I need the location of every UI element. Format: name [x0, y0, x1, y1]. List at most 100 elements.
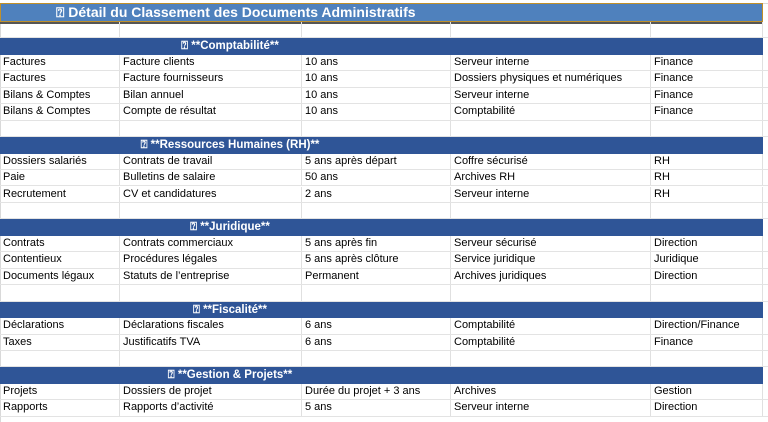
empty-cell[interactable]: [120, 202, 302, 219]
empty-row[interactable]: [0, 351, 768, 368]
storage-cell[interactable]: Serveur interne: [451, 87, 651, 104]
owner-cell[interactable]: Gestion: [651, 383, 763, 400]
empty-cell[interactable]: [651, 22, 763, 38]
empty-cell[interactable]: [120, 22, 302, 38]
empty-cell[interactable]: [302, 285, 451, 301]
document-type-cell[interactable]: Déclarations fiscales: [120, 318, 302, 334]
owner-cell[interactable]: Finance: [651, 104, 763, 120]
empty-cell[interactable]: [451, 120, 651, 137]
owner-cell[interactable]: Finance: [651, 71, 763, 87]
retention-cell[interactable]: 5 ans après fin: [302, 235, 451, 252]
empty-cell[interactable]: [451, 202, 651, 219]
empty-cell[interactable]: [120, 285, 302, 301]
document-type-cell[interactable]: Contrats commerciaux: [120, 235, 302, 252]
document-type-cell[interactable]: Contrats de travail: [120, 153, 302, 170]
empty-cell[interactable]: [651, 202, 763, 219]
document-type-cell[interactable]: Bulletins de salaire: [120, 170, 302, 186]
owner-cell[interactable]: RH: [651, 153, 763, 170]
retention-cell[interactable]: 5 ans: [302, 400, 451, 416]
owner-cell[interactable]: RH: [651, 170, 763, 186]
empty-cell[interactable]: [302, 120, 451, 137]
category-cell[interactable]: Déclarations: [0, 318, 120, 334]
owner-cell[interactable]: Finance: [651, 334, 763, 350]
document-type-cell[interactable]: Facture clients: [120, 54, 302, 71]
retention-cell[interactable]: 5 ans après clôture: [302, 252, 451, 268]
document-type-cell[interactable]: Procédures légales: [120, 252, 302, 268]
owner-cell[interactable]: Direction: [651, 400, 763, 416]
owner-cell[interactable]: Juridique: [651, 252, 763, 268]
document-type-cell[interactable]: Bilan annuel: [120, 87, 302, 104]
category-cell[interactable]: Documents légaux: [0, 268, 120, 285]
owner-cell[interactable]: Finance: [651, 87, 763, 104]
storage-cell[interactable]: Archives juridiques: [451, 268, 651, 285]
document-type-cell[interactable]: Dossiers de projet: [120, 383, 302, 400]
storage-cell[interactable]: Serveur sécurisé: [451, 235, 651, 252]
storage-cell[interactable]: Service juridique: [451, 252, 651, 268]
document-type-cell[interactable]: Compte de résultat: [120, 104, 302, 120]
category-cell[interactable]: Factures: [0, 71, 120, 87]
category-cell[interactable]: Dossiers salariés: [0, 153, 120, 170]
owner-cell[interactable]: Direction: [651, 235, 763, 252]
empty-cell[interactable]: [451, 285, 651, 301]
empty-cell[interactable]: [451, 351, 651, 367]
empty-cell[interactable]: [120, 351, 302, 367]
storage-cell[interactable]: Archives RH: [451, 170, 651, 186]
empty-cell[interactable]: [302, 22, 451, 38]
section-header[interactable]: ⍰ **Fiscalité**: [0, 301, 763, 319]
retention-cell[interactable]: 6 ans: [302, 318, 451, 334]
section-header[interactable]: ⍰ **Ressources Humaines (RH)**: [0, 137, 763, 154]
owner-cell[interactable]: RH: [651, 186, 763, 202]
section-header[interactable]: ⍰ **Gestion & Projets**: [0, 367, 763, 384]
owner-cell[interactable]: Direction: [651, 268, 763, 285]
document-type-cell[interactable]: Facture fournisseurs: [120, 71, 302, 87]
retention-cell[interactable]: 10 ans: [302, 71, 451, 87]
document-type-cell[interactable]: CV et candidatures: [120, 186, 302, 202]
retention-cell[interactable]: 2 ans: [302, 186, 451, 202]
owner-cell[interactable]: Direction/Finance: [651, 318, 763, 334]
category-cell[interactable]: Taxes: [0, 334, 120, 350]
empty-cell[interactable]: [0, 351, 120, 367]
retention-cell[interactable]: 10 ans: [302, 104, 451, 120]
empty-row[interactable]: [0, 285, 768, 302]
category-cell[interactable]: Bilans & Comptes: [0, 87, 120, 104]
empty-cell[interactable]: [651, 285, 763, 301]
storage-cell[interactable]: Comptabilité: [451, 318, 651, 334]
retention-cell[interactable]: Durée du projet + 3 ans: [302, 383, 451, 400]
retention-cell[interactable]: 10 ans: [302, 54, 451, 71]
empty-row[interactable]: [0, 22, 768, 39]
empty-cell[interactable]: [120, 120, 302, 137]
section-header[interactable]: ⍰ **Juridique**: [0, 219, 763, 236]
empty-cell[interactable]: [651, 351, 763, 367]
empty-row[interactable]: [0, 202, 768, 220]
storage-cell[interactable]: Serveur interne: [451, 400, 651, 416]
storage-cell[interactable]: Serveur interne: [451, 186, 651, 202]
document-type-cell[interactable]: Justificatifs TVA: [120, 334, 302, 350]
empty-cell[interactable]: [302, 202, 451, 219]
owner-cell[interactable]: Finance: [651, 54, 763, 71]
category-cell[interactable]: Rapports: [0, 400, 120, 416]
storage-cell[interactable]: Comptabilité: [451, 334, 651, 350]
section-header[interactable]: ⍰ **Comptabilité**: [0, 38, 763, 55]
empty-cell[interactable]: [451, 22, 651, 38]
category-cell[interactable]: Contrats: [0, 235, 120, 252]
category-cell[interactable]: Projets: [0, 383, 120, 400]
empty-cell[interactable]: [302, 351, 451, 367]
retention-cell[interactable]: 10 ans: [302, 87, 451, 104]
retention-cell[interactable]: 6 ans: [302, 334, 451, 350]
category-cell[interactable]: Paie: [0, 170, 120, 186]
document-type-cell[interactable]: Statuts de l’entreprise: [120, 268, 302, 285]
empty-cell[interactable]: [0, 202, 120, 219]
storage-cell[interactable]: Archives: [451, 383, 651, 400]
empty-cell[interactable]: [0, 285, 120, 301]
storage-cell[interactable]: Serveur interne: [451, 54, 651, 71]
retention-cell[interactable]: 50 ans: [302, 170, 451, 186]
storage-cell[interactable]: Comptabilité: [451, 104, 651, 120]
empty-cell[interactable]: [651, 120, 763, 137]
empty-cell[interactable]: [0, 22, 120, 38]
storage-cell[interactable]: Coffre sécurisé: [451, 153, 651, 170]
retention-cell[interactable]: Permanent: [302, 268, 451, 285]
empty-row[interactable]: [0, 120, 768, 138]
category-cell[interactable]: Contentieux: [0, 252, 120, 268]
empty-cell[interactable]: [0, 120, 120, 137]
